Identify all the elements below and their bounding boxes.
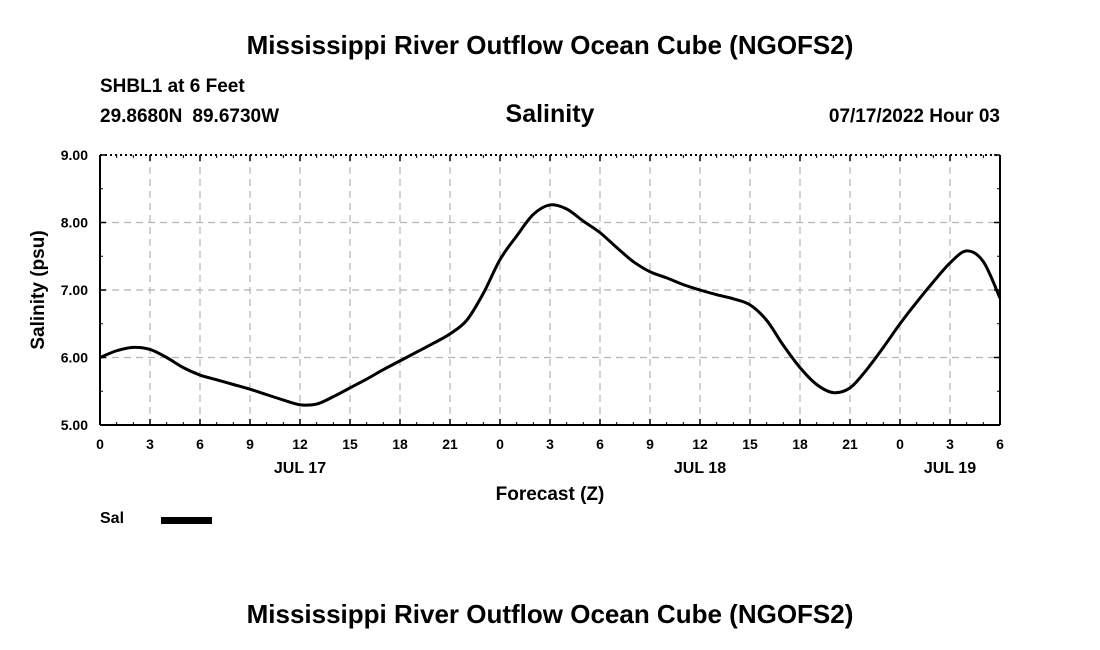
- longitude: 89.6730W: [192, 106, 280, 127]
- x-tick-label: 3: [946, 436, 954, 452]
- x-tick-label: 9: [646, 436, 654, 452]
- station-coordinates: 29.8680N 89.6730W: [100, 106, 279, 128]
- day-label: JUL 17: [274, 460, 326, 477]
- x-tick-label: 12: [692, 436, 708, 452]
- x-axis-label: Forecast (Z): [496, 484, 605, 505]
- day-label: JUL 18: [674, 460, 726, 477]
- x-tick-label: 3: [546, 436, 554, 452]
- x-tick-label: 18: [392, 436, 408, 452]
- y-axis-label: Salinity (psu): [28, 230, 49, 349]
- legend-label: Sal: [100, 510, 125, 527]
- x-tick-label: 0: [496, 436, 504, 452]
- x-tick-label: 0: [96, 436, 104, 452]
- x-tick-label: 9: [246, 436, 254, 452]
- latitude: 29.8680N: [100, 106, 183, 127]
- main-title: Mississippi River Outflow Ocean Cube (NG…: [246, 30, 854, 60]
- y-tick-label: 8.00: [61, 215, 88, 231]
- x-tick-label: 0: [896, 436, 904, 452]
- x-tick-label: 12: [292, 436, 308, 452]
- x-tick-label: 3: [146, 436, 154, 452]
- y-tick-label: 9.00: [61, 147, 88, 163]
- day-label: JUL 19: [924, 460, 976, 477]
- forecast-datetime: 07/17/2022 Hour 03: [828, 106, 1000, 127]
- x-tick-label: 6: [196, 436, 204, 452]
- station-label: SHBL1 at 6 Feet: [100, 76, 245, 97]
- x-tick-label: 6: [596, 436, 604, 452]
- x-tick-label: 15: [342, 436, 358, 452]
- y-tick-label: 5.00: [61, 417, 88, 433]
- chart-subtitle: Salinity: [505, 100, 595, 128]
- y-tick-label: 7.00: [61, 282, 88, 298]
- x-tick-label: 21: [442, 436, 458, 452]
- x-tick-label: 21: [842, 436, 858, 452]
- y-tick-label: 6.00: [61, 350, 88, 366]
- series-line-sal: [99, 203, 1002, 407]
- x-tick-label: 18: [792, 436, 808, 452]
- x-tick-label: 6: [996, 436, 1004, 452]
- x-tick-label: 15: [742, 436, 758, 452]
- footer-title: Mississippi River Outflow Ocean Cube (NG…: [246, 599, 854, 629]
- legend-swatch: [161, 517, 212, 524]
